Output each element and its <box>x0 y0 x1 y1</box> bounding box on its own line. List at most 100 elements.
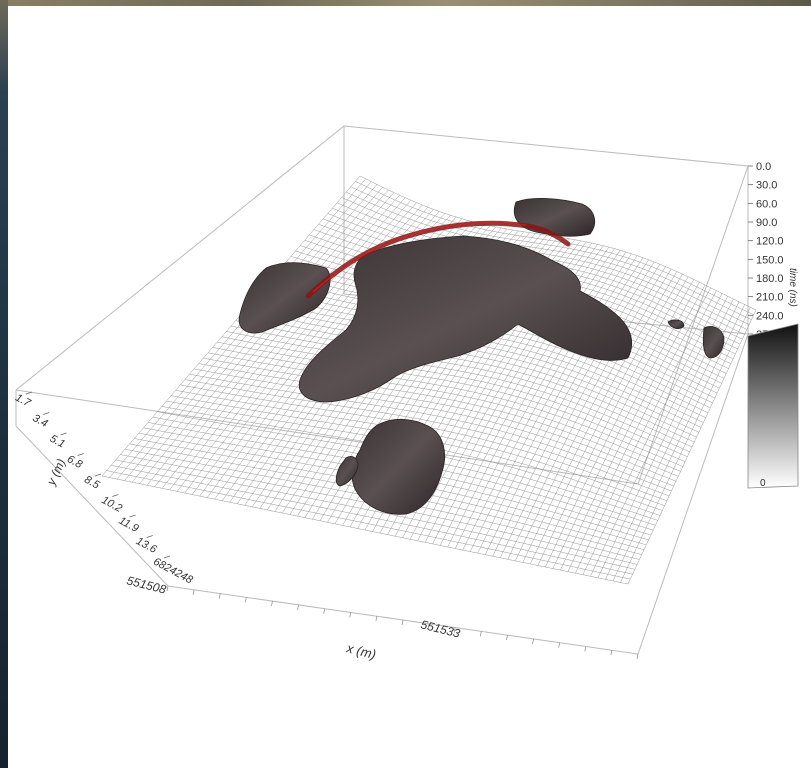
y-tick <box>25 391 33 395</box>
x-tick <box>271 601 273 607</box>
background-dark-strip <box>0 0 8 768</box>
x-tick <box>323 608 326 614</box>
y-tick <box>77 453 84 456</box>
x-tick <box>479 631 482 637</box>
x-tick <box>506 635 508 641</box>
z-tick-label: 120.0 <box>756 236 784 248</box>
mesh-line <box>139 189 389 484</box>
colorbar-tick-label: 0 <box>760 478 766 489</box>
mesh-line <box>567 287 711 572</box>
figure-panel: 0.0 30.0 60.0 90.0 120.0 150.0 180.0 210.0 240.0… <box>8 6 811 768</box>
mesh-line <box>484 259 649 555</box>
gpr-3d-plot: 0.0 30.0 60.0 90.0 120.0 150.0 180.0 210.0 240.0… <box>13 125 799 662</box>
mesh-line <box>469 255 638 552</box>
mesh-line <box>439 248 615 546</box>
mesh-line <box>612 304 745 581</box>
box-edge-mid <box>15 389 639 485</box>
x-tick <box>375 616 378 622</box>
reflector-right-small <box>667 319 685 330</box>
mesh-line <box>462 253 632 551</box>
colorbar-fill <box>747 323 799 489</box>
mesh-line <box>146 192 395 486</box>
z-axis: 0.0 30.0 60.0 90.0 120.0 150.0 180.0 210.0 240.0… <box>748 161 784 341</box>
y-tick <box>60 432 67 436</box>
y-tick <box>112 494 119 497</box>
mesh-line <box>522 271 677 563</box>
x-tick <box>610 650 613 656</box>
mesh-line <box>575 290 717 574</box>
z-tick-label: 180.0 <box>756 273 784 285</box>
x-tick <box>244 597 247 603</box>
mesh-line <box>154 195 400 487</box>
y-tick-label: 13.6 <box>134 535 159 556</box>
z-axis-title: time (ns) <box>787 268 798 307</box>
reflector-lower-center <box>351 418 445 515</box>
mesh-line <box>560 284 706 571</box>
mesh-line <box>537 276 689 566</box>
y-tick <box>129 514 136 518</box>
mesh-line <box>620 307 751 583</box>
x-tick <box>558 642 561 648</box>
box-edge-top-left <box>15 125 345 391</box>
y-tick-label: 11.9 <box>117 515 141 535</box>
mesh-line <box>161 197 406 489</box>
z-tick-label: 210.0 <box>756 292 784 304</box>
x-tick-label: 551508 <box>125 573 168 596</box>
reflector-left <box>238 262 331 334</box>
mesh-line <box>492 261 655 557</box>
y-tick-label: 5.1 <box>48 433 67 451</box>
reflector-main-body <box>298 235 633 403</box>
mesh-line <box>515 268 672 561</box>
colorbar: 0 <box>747 323 799 489</box>
y-tick <box>163 555 171 559</box>
y-tick <box>146 535 153 538</box>
mesh-line <box>169 200 412 491</box>
z-tick-label: 30.0 <box>756 180 777 192</box>
box-edge-right-bottom <box>637 333 749 655</box>
x-axis-title: x (m) <box>344 640 377 662</box>
x-tick <box>297 604 299 610</box>
bounding-box <box>15 125 749 655</box>
reflector-small-left <box>335 456 359 487</box>
x-tick <box>636 653 639 660</box>
x-tick-label: 551533 <box>419 617 462 640</box>
x-tick <box>349 612 352 618</box>
mesh-line <box>627 309 757 585</box>
mesh-line <box>447 250 621 548</box>
y-tick-label: 6.8 <box>65 453 85 471</box>
y-tick-label: 10.2 <box>99 494 124 515</box>
z-tick-label: 60.0 <box>756 198 777 210</box>
mesh-line <box>507 266 666 560</box>
mesh-line <box>109 178 366 478</box>
x-tick <box>401 619 404 626</box>
x-tick <box>532 638 534 644</box>
x-tick <box>192 589 195 595</box>
z-tick-label: 150.0 <box>756 254 784 266</box>
mesh-line <box>454 251 627 549</box>
mesh-line <box>500 264 660 558</box>
reflector-arc-highlight <box>312 222 527 293</box>
z-tick-label: 90.0 <box>756 217 777 229</box>
surface-mesh <box>101 175 757 585</box>
x-tick <box>166 585 169 592</box>
mesh-line <box>477 257 644 554</box>
y-tick-label: 3.4 <box>30 412 49 430</box>
reflector-bodies <box>238 197 725 515</box>
z-tick-label: 0.0 <box>756 161 771 173</box>
reflector-right-edge <box>702 326 725 359</box>
y-tick <box>94 473 102 477</box>
box-edge-left-bottom <box>15 425 169 587</box>
mesh-line <box>582 293 723 575</box>
x-tick <box>218 593 221 599</box>
y-tick <box>43 412 50 415</box>
y-tick-label: 8.5 <box>82 474 102 492</box>
y-axis-title: y (m) <box>44 457 69 489</box>
x-tick <box>427 623 430 629</box>
x-tick <box>584 646 587 652</box>
x-axis: 551508 551533 <box>125 573 639 660</box>
mesh-line <box>101 175 361 477</box>
background-photo-strip <box>0 0 811 8</box>
x-tick <box>453 627 456 633</box>
mesh-line <box>530 273 683 564</box>
